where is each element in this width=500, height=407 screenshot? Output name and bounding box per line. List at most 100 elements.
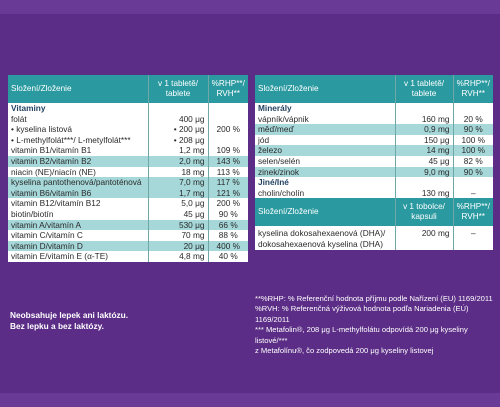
header-per-capsule: v 1 tobolce/ kapsuli — [395, 198, 454, 227]
cell-name: železo — [255, 145, 396, 156]
table-row: vitamin B6/vitamín B6 1,7 mg 121 % — [8, 187, 248, 199]
cell-dose: 7,0 mg — [148, 177, 209, 188]
cell-pct: 90 % — [453, 166, 493, 178]
table-row: vitamin C/vitamín C 70 mg 88 % — [8, 230, 248, 241]
cell-name: kyselina pantothenová/pantoténová — [8, 177, 149, 188]
cell-name: vitamin B2/vitamín B2 — [8, 155, 149, 167]
section-minerals: Minerály — [255, 103, 493, 114]
table-row: folát 400 μg — [8, 113, 248, 125]
left-nutrition-table: Složení/Zloženie v 1 tabletě/ tablete %R… — [8, 75, 248, 262]
footnote-4: z Metafolínu®, čo zodpovedá 200 μg kysel… — [255, 346, 434, 356]
header-composition-2: Složení/Zloženie — [255, 198, 396, 227]
cell-pct: 90 % — [453, 124, 493, 135]
header-composition: Složení/Zloženie — [255, 75, 396, 103]
footnote-1: **%RHP: % Referenční hodnota příjmu podl… — [255, 294, 493, 303]
right-nutrition-table: Složení/Zloženie v 1 tabletě/ tablete %R… — [255, 75, 493, 251]
cell-dose: 9,0 mg — [395, 166, 454, 178]
table-row: vitamin A/vitamín A 530 μg 66 % — [8, 219, 248, 231]
allergen-notes: Neobsahuje lepek ani laktózu. Bez lepku … — [10, 310, 128, 332]
header-per-tablet: v 1 tabletě/ tablete — [395, 75, 454, 103]
table-row: jód 150 μg 100 % — [255, 134, 493, 146]
table-row: vitamin D/vitamín D 20 μg 400 % — [8, 240, 248, 252]
dha-table-header: Složení/Zloženie v 1 tobolce/ kapsuli %R… — [255, 198, 493, 227]
cell-dose: 130 mg — [395, 187, 454, 199]
cell-pct: 100 % — [453, 134, 493, 146]
cell-name: • L-methylfolát***/ L-metylfolát*** — [8, 134, 149, 146]
cell-dose: 45 μg — [395, 155, 454, 167]
cell-pct — [208, 134, 248, 146]
cell-pct: 88 % — [208, 230, 248, 241]
table-row: kyselina pantothenová/pantoténová 7,0 mg 1… — [8, 177, 248, 188]
cell-dose: 45 μg — [148, 208, 209, 220]
cell-dose: 530 μg — [148, 219, 209, 231]
table-row: biotin/biotín 45 μg 90 % — [8, 208, 248, 220]
cell-name: měď/meď — [255, 124, 396, 135]
cell-pct: 66 % — [208, 219, 248, 231]
cell-pct: 20 % — [453, 113, 493, 125]
cell-dose: 400 μg — [148, 113, 209, 125]
bottom-stripe — [0, 393, 500, 407]
cell-name: biotin/biotín — [8, 208, 149, 220]
note-cz: Neobsahuje lepek ani laktózu. — [10, 310, 129, 320]
cell-name: vitamin C/vitamín C — [8, 230, 149, 241]
cell-dose: 4,8 mg — [148, 251, 209, 262]
cell-dose: 2,0 mg — [148, 155, 209, 167]
cell-pct: 40 % — [208, 251, 248, 262]
table-row: niacin (NE)/niacín (NE) 18 mg 113 % — [8, 166, 248, 178]
header-rhp: %RHP**/ RVH** — [453, 75, 493, 103]
cell-pct: 109 % — [208, 145, 248, 156]
cell-pct: 200 % — [208, 198, 248, 209]
cell-dose: 150 μg — [395, 134, 454, 146]
section-vitamins: Vitaminy — [8, 103, 248, 114]
table-row: cholin/cholín 130 mg – — [255, 187, 493, 199]
table-row: vitamin E/vitamín E (α-TE) 4,8 mg 40 % — [8, 251, 248, 262]
cell-name: vitamin B12/vitamín B12 — [8, 198, 149, 209]
table-row: • L-methylfolát***/ L-metylfolát*** • 208… — [8, 134, 248, 146]
dha-pct: – — [453, 226, 493, 251]
cell-name: vápník/vápnik — [255, 113, 396, 125]
footnotes: **%RHP: % Referenční hodnota příjmu podl… — [255, 294, 493, 356]
cell-pct — [208, 113, 248, 125]
cell-dose: 160 mg — [395, 113, 454, 125]
cell-dose: 20 μg — [148, 240, 209, 252]
cell-name: vitamin B1/vitamín B1 — [8, 145, 149, 156]
cell-dose: 0,9 mg — [395, 124, 454, 135]
cell-dose: 70 mg — [148, 230, 209, 241]
cell-dose: • 208 μg — [148, 134, 209, 146]
table-row: železo 14 mg 100 % — [255, 145, 493, 156]
cell-pct: 117 % — [208, 177, 248, 188]
cell-pct: 90 % — [208, 208, 248, 220]
table-row: vápník/vápnik 160 mg 20 % — [255, 113, 493, 125]
footnote-3: *** Metafolin®, 208 μg L-methylfolátu od… — [255, 325, 468, 345]
cell-name: cholin/cholín — [255, 187, 396, 199]
cell-dose: • 200 μg — [148, 124, 209, 135]
dha-name-2: dokosahexaenová kyselina (DHA) — [258, 239, 383, 250]
cell-name: vitamin E/vitamín E (α-TE) — [8, 251, 149, 262]
left-table-header: Složení/Zloženie v 1 tabletě/ tablete %R… — [8, 75, 248, 103]
cell-dose: 1,2 mg — [148, 145, 209, 156]
table-row: • kyselina listová • 200 μg 200 % — [8, 124, 248, 135]
cell-name: vitamin D/vitamín D — [8, 240, 149, 252]
header-rhp: %RHP**/ RVH** — [208, 75, 248, 103]
cell-name: vitamin B6/vitamín B6 — [8, 187, 149, 199]
cell-pct: 400 % — [208, 240, 248, 252]
cell-dose: 5,0 μg — [148, 198, 209, 209]
cell-pct: 100 % — [453, 145, 493, 156]
cell-dose: 14 mg — [395, 145, 454, 156]
cell-name: jód — [255, 134, 396, 146]
dha-name-1: kyselina dokosahexaenová (DHA)/ — [258, 228, 386, 239]
section-other: Jiné/Iné — [255, 177, 493, 188]
cell-pct: 143 % — [208, 155, 248, 167]
table-row: vitamin B1/vitamín B1 1,2 mg 109 % — [8, 145, 248, 156]
table-row: vitamin B12/vitamín B12 5,0 μg 200 % — [8, 198, 248, 209]
cell-name: selen/selén — [255, 155, 396, 167]
cell-pct: 82 % — [453, 155, 493, 167]
table-row: vitamin B2/vitamín B2 2,0 mg 143 % — [8, 155, 248, 167]
cell-name: zinek/zinok — [255, 166, 396, 178]
cell-name: folát — [8, 113, 149, 125]
note-sk: Bez lepku a bez laktózy. — [10, 321, 104, 331]
table-row: selen/selén 45 μg 82 % — [255, 155, 493, 167]
right-table-header: Složení/Zloženie v 1 tabletě/ tablete %R… — [255, 75, 493, 103]
cell-dose: 1,7 mg — [148, 187, 209, 199]
table-row: zinek/zinok 9,0 mg 90 % — [255, 166, 493, 178]
